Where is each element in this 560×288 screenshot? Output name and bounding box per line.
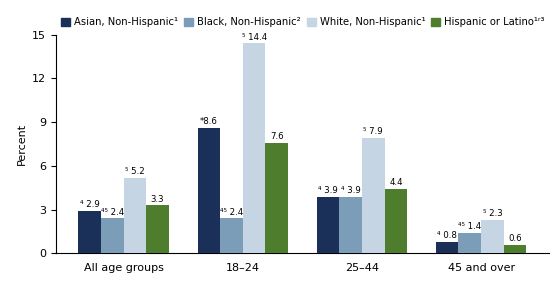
Text: ⁵ 7.9: ⁵ 7.9 [363,127,383,137]
Text: ⁴⁵ 2.4: ⁴⁵ 2.4 [101,208,124,217]
Bar [78,211,101,253]
Bar [146,205,169,253]
Text: ⁴⁵ 2.4: ⁴⁵ 2.4 [220,208,243,217]
Text: 7.6: 7.6 [270,132,283,141]
Bar [385,189,407,253]
Text: ⁴ 3.9: ⁴ 3.9 [318,186,338,195]
Text: ⁵ 14.4: ⁵ 14.4 [241,33,267,41]
Bar [362,138,385,253]
Text: 3.3: 3.3 [151,194,165,204]
Y-axis label: Percent: Percent [17,123,26,165]
Text: ⁴⁵ 1.4: ⁴⁵ 1.4 [458,222,482,231]
Bar [339,196,362,253]
Legend: Asian, Non-Hispanic¹, Black, Non-Hispanic², White, Non-Hispanic¹, Hispanic or La: Asian, Non-Hispanic¹, Black, Non-Hispani… [61,17,545,27]
Bar [481,220,504,253]
Bar [265,143,288,253]
Bar [198,128,220,253]
Bar [243,43,265,253]
Text: *8.6: *8.6 [200,117,218,126]
Text: 4.4: 4.4 [389,179,403,187]
Bar [459,233,481,253]
Text: 0.6: 0.6 [508,234,522,243]
Text: ⁵ 5.2: ⁵ 5.2 [125,167,145,176]
Text: ⁵ 2.3: ⁵ 2.3 [483,209,502,218]
Text: ⁴ 2.9: ⁴ 2.9 [80,200,100,209]
Bar [436,242,459,253]
Bar [124,178,146,253]
Text: ⁴ 0.8: ⁴ 0.8 [437,231,457,240]
Bar [101,218,124,253]
Text: ⁴ 3.9: ⁴ 3.9 [341,186,361,195]
Bar [220,218,243,253]
Bar [317,196,339,253]
Bar [504,245,526,253]
